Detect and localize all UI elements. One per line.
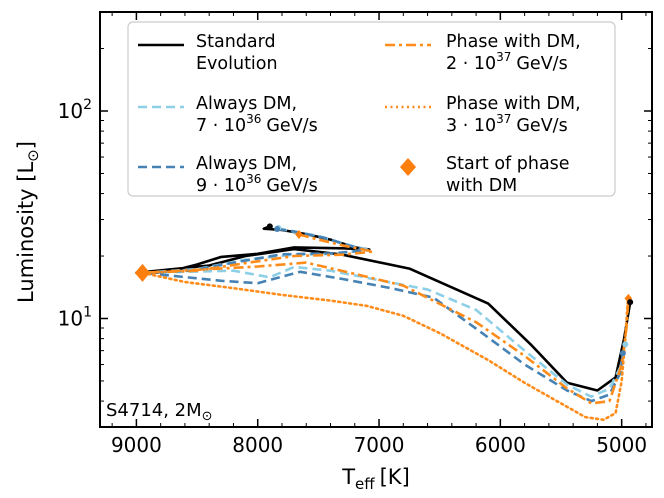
dot-black-top (266, 223, 273, 230)
ticks-layer: 9000 8000 7000 6000 5000 101 102 (58, 11, 652, 457)
annotation-label: S4714, 2M⊙ (106, 400, 213, 424)
x-axis-label-unit: [K] (380, 465, 410, 489)
y-axis-label: Luminosity [L⊙] (14, 141, 42, 303)
start-diamond-upper (295, 229, 303, 239)
y-tick-label: 102 (58, 97, 92, 123)
x-tick-label: 5000 (596, 433, 647, 457)
dot-black-right (627, 299, 634, 306)
x-tick-label: 8000 (232, 433, 283, 457)
x-axis-label-main: T (341, 465, 355, 489)
legend-text-line1: Start of phase (446, 154, 570, 174)
dot-steelblue-right (619, 350, 626, 357)
legend-entry-1: Always DM,7 · 1036 GeV/s (138, 94, 318, 136)
x-axis-label-sub: eff (355, 475, 375, 493)
legend-text-line1: Always DM, (196, 154, 297, 174)
legend-text-line1: Phase with DM, (446, 94, 581, 114)
y-axis-label-main: Luminosity [L (14, 162, 38, 303)
legend-text-line1: Phase with DM, (446, 32, 581, 52)
legend-text-line1: Always DM, (196, 94, 297, 114)
legend-handle-diamond (400, 158, 416, 176)
series-layer (135, 225, 632, 422)
legend-text-line2: 2 · 1037 GeV/s (446, 50, 568, 74)
legend-box (127, 21, 616, 197)
markers-layer (134, 223, 634, 357)
y-axis-label-sun: ⊙ (24, 149, 42, 162)
series-line-3 (141, 233, 630, 405)
legend-text-line2: with DM (446, 176, 517, 196)
legend-text-line2: 9 · 1036 GeV/s (196, 172, 318, 196)
legend-text-line2: Evolution (196, 54, 278, 74)
start-diamond-right (624, 293, 633, 303)
x-tick-label: 6000 (475, 433, 526, 457)
dot-lightblue-right (622, 341, 629, 348)
dot-steelblue-top (274, 225, 281, 232)
legend-entry-4: Phase with DM,3 · 1037 GeV/s (385, 94, 581, 136)
start-diamond-main (134, 263, 151, 282)
annotation-sun: ⊙ (202, 409, 213, 424)
plot-frame (99, 11, 653, 428)
y-tick-label: 101 (58, 305, 92, 331)
legend-text-line2: 7 · 1036 GeV/s (196, 112, 318, 136)
x-axis-label: Teff [K] (341, 465, 410, 493)
legend-entry-3: Phase with DM,2 · 1037 GeV/s (385, 32, 581, 74)
x-tick-label: 9000 (111, 433, 162, 457)
y-axis-label-close: ] (14, 141, 38, 149)
legend-entry-2: Always DM,9 · 1036 GeV/s (138, 154, 318, 196)
legend-text-line2: 3 · 1037 GeV/s (446, 112, 568, 136)
series-line-1 (141, 226, 627, 398)
series-line-4 (141, 271, 629, 422)
legend-text-line1: Standard (196, 32, 276, 52)
annotation-text: S4714, 2M (106, 400, 202, 421)
x-tick-label: 7000 (354, 433, 405, 457)
